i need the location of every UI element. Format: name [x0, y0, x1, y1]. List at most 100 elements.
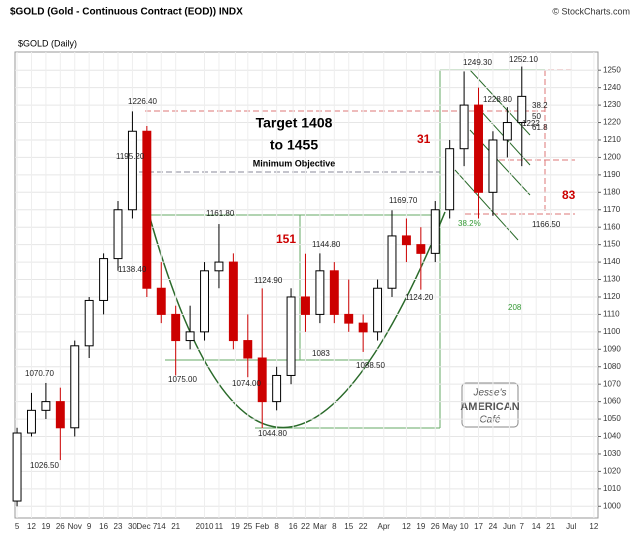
annotation: 1161.80 [206, 209, 235, 218]
y-tick-label: 1130 [603, 275, 621, 284]
y-tick-label: 1170 [603, 205, 621, 214]
annotation: 1074.00 [232, 379, 261, 388]
x-tick-label: 22 [359, 522, 368, 531]
logo-line: AMERICAN [460, 401, 519, 413]
x-tick-label: Dec 7 [136, 522, 157, 531]
candle-body [301, 296, 310, 315]
y-tick-label: 1100 [603, 327, 621, 336]
annotation: 61.8 [532, 123, 548, 132]
y-tick-label: 1110 [603, 310, 620, 319]
candle-body [142, 130, 152, 289]
candle-body [373, 287, 383, 333]
annotation: 50 [532, 112, 541, 121]
annotation: 1166.50 [532, 220, 561, 229]
candle-body [502, 122, 512, 141]
plot-frame [14, 51, 599, 519]
y-tick-label: 1140 [603, 257, 621, 266]
x-tick-label: Apr [378, 522, 391, 531]
annotation: 38.2% [458, 219, 481, 228]
x-tick-label: 26 [56, 522, 65, 531]
x-tick-label: 12 [27, 522, 36, 531]
x-tick-label: 23 [114, 522, 123, 531]
y-tick-label: 1080 [603, 362, 621, 371]
y-tick-label: 1040 [603, 432, 621, 441]
y-tick-label: 1070 [603, 379, 621, 388]
candle-body [272, 374, 282, 403]
annotation: Minimum Objective [253, 158, 336, 168]
x-tick-label: May [442, 522, 457, 531]
x-tick-label: 5 [15, 522, 20, 531]
candle-body [286, 296, 296, 376]
x-tick-label: 19 [416, 522, 425, 531]
candle-body [127, 130, 137, 211]
y-tick-label: 1060 [603, 397, 621, 406]
y-tick-label: 1150 [603, 240, 621, 249]
y-tick-label: 1180 [603, 187, 621, 196]
candle-body [358, 322, 368, 333]
annotation: 151 [276, 232, 296, 246]
annotation: 38.2 [532, 101, 548, 110]
x-tick-label: 12 [402, 522, 411, 531]
annotation: 83 [562, 188, 576, 202]
x-tick-label: 11 [215, 522, 224, 531]
annotation: 1252.10 [509, 55, 538, 64]
candle-body [12, 432, 22, 502]
annotation: 1222 [522, 119, 540, 128]
x-tick-label: 17 [474, 522, 483, 531]
y-tick-label: 1090 [603, 344, 621, 353]
x-tick-label: 10 [460, 522, 469, 531]
x-tick-label: Jul [566, 522, 576, 531]
candle-body [228, 261, 238, 342]
x-tick-label: 12 [589, 522, 598, 531]
annotation: 1044.80 [258, 429, 287, 438]
candle-body [41, 401, 51, 411]
annotation: to 1455 [270, 137, 318, 153]
logo-line: Jesse's [472, 388, 506, 399]
x-tick-label: 14 [157, 522, 166, 531]
annotation: 1226.40 [128, 97, 157, 106]
annotation: Target 1408 [256, 115, 333, 131]
x-tick-label: 21 [171, 522, 180, 531]
annotation: 1070.70 [25, 369, 54, 378]
x-tick-label: 8 [332, 522, 337, 531]
candle-body [243, 340, 253, 359]
y-tick-label: 1010 [603, 484, 621, 493]
x-tick-label: Feb [255, 522, 269, 531]
credit: © StockCharts.com [552, 6, 630, 16]
x-tick-label: 16 [99, 522, 108, 531]
annotation: 208 [508, 303, 522, 312]
y-tick-label: 1160 [603, 222, 621, 231]
candle-body [27, 409, 36, 434]
x-tick-label: 9 [87, 522, 92, 531]
annotation: 1124.20 [405, 293, 434, 302]
candle-body [401, 235, 411, 246]
x-tick-label: Nov [68, 522, 82, 531]
x-tick-label: 30 [128, 522, 137, 531]
candle-body [416, 244, 426, 254]
annotation: 1083 [312, 349, 330, 358]
x-tick-label: Mar [313, 522, 327, 531]
subtitle: $GOLD (Daily) [18, 38, 77, 48]
y-tick-label: 1120 [603, 292, 621, 301]
y-tick-label: 1250 [603, 65, 621, 74]
y-tick-label: 1230 [603, 100, 621, 109]
candle-body [387, 235, 397, 289]
candle-body [70, 345, 80, 429]
candle-body [113, 209, 123, 260]
candle-body [474, 104, 483, 193]
annotation: 1144.80 [312, 240, 341, 249]
x-tick-label: 19 [41, 522, 50, 531]
annotation: 1075.00 [168, 375, 197, 384]
logo-line: Café [479, 415, 501, 426]
annotation: 1195.20 [116, 152, 145, 161]
candle-body [445, 148, 455, 211]
annotation: 1138.40 [118, 265, 147, 274]
candle-body [344, 313, 354, 324]
y-tick-label: 1020 [603, 467, 621, 476]
y-tick-label: 1050 [603, 414, 621, 423]
candle-body [517, 95, 527, 124]
candle-body [459, 104, 469, 150]
x-tick-label: 26 [431, 522, 440, 531]
x-tick-label: 24 [488, 522, 497, 531]
